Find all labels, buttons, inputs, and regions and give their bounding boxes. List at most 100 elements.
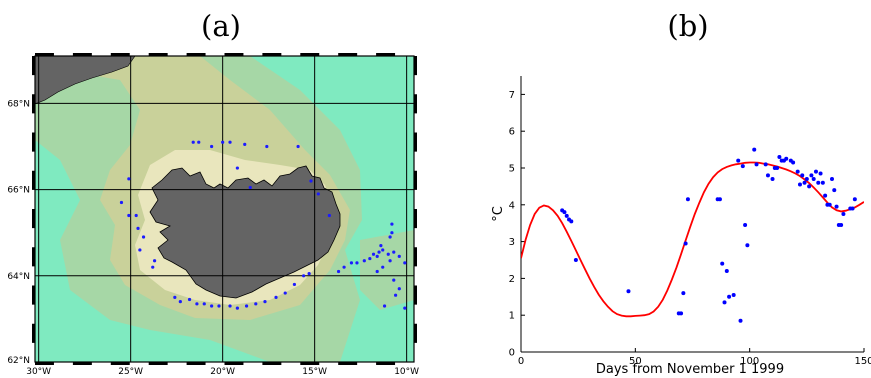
data-point [754,162,759,167]
lon-label: 30°W [26,367,51,377]
mid-water-east [360,230,414,310]
data-point [791,160,796,165]
frame-bar [35,53,54,56]
station-marker [375,254,379,259]
y-tick-label: 3 [509,237,515,248]
data-point [731,292,736,297]
station-marker [136,226,140,230]
frame-bar [262,53,282,56]
data-point [777,154,782,159]
data-point [745,243,750,248]
station-marker [336,269,341,274]
station-marker [397,287,401,291]
data-point [679,311,684,316]
y-tick-label: 1 [509,311,515,322]
panel-label-a: (a) [201,9,241,43]
data-point [816,180,821,185]
data-point [722,300,727,305]
data-point [834,204,839,209]
station-marker [138,248,142,252]
station-marker [381,265,385,269]
station-marker [362,259,366,263]
station-marker [228,304,232,308]
data-point [841,212,846,216]
data-point [727,294,732,299]
data-point [626,289,631,294]
data-point [564,213,569,218]
station-marker [307,272,311,276]
data-point [839,223,844,228]
frame-bar [110,362,130,365]
bathymetry-layer [35,56,414,362]
y-tick-label: 0 [509,348,515,359]
data-point [683,241,688,246]
data-point [827,202,832,207]
x-axis-label: Days from November 1 1999 [596,362,784,377]
data-point [765,173,770,178]
data-point [804,177,809,182]
station-marker [243,142,247,146]
frame-bar [414,285,417,305]
station-marker [397,254,401,259]
station-marker [173,295,177,299]
frame-bar [224,362,244,365]
station-marker [349,261,354,265]
station-marker [119,200,124,205]
data-point [775,166,780,170]
station-marker [403,306,407,310]
frame-bar [414,247,417,267]
station-marker [197,140,201,144]
data-point [800,173,805,178]
data-point [720,261,725,266]
chart-axes [520,76,865,353]
y-axis-label: °C [491,206,506,222]
fit-curve-group [521,161,864,318]
station-marker [368,256,372,261]
data-point [829,177,834,182]
data-point [763,162,768,167]
station-marker [390,222,394,226]
station-marker [292,282,297,287]
station-marker [195,302,199,306]
lon-label: 10°W [394,367,419,377]
y-tick-label: 7 [509,90,515,101]
station-marker [141,235,146,239]
station-marker [202,302,206,306]
y-tick-label: 2 [509,274,515,285]
station-marker [394,293,398,297]
data-point [811,177,816,182]
frame-bar [35,362,54,365]
station-marker [221,140,225,144]
frame-bar [186,53,206,56]
station-marker [302,274,306,278]
station-marker [390,231,394,235]
frame-bar [72,53,92,56]
station-marker [134,213,138,218]
station-marker [355,261,359,265]
data-point [743,223,748,228]
station-marker [127,213,131,218]
tick-labels: 0 50 100 150 0 1 2 3 4 5 6 7 [509,90,871,367]
data-point [752,147,757,152]
lat-label: 62°N [7,356,30,366]
greenland-land [35,56,136,105]
lon-label: 15°W [302,367,327,377]
frame-bar [32,285,35,305]
frame-bar [300,362,320,365]
data-point [802,180,807,185]
frame-bar [414,132,417,152]
data-point [784,156,789,161]
data-point [717,197,722,202]
y-tick-label: 4 [509,200,515,211]
data-point [736,158,741,163]
data-point [818,171,823,176]
station-marker [327,213,331,218]
lon-label: 25°W [118,367,143,377]
data-point [573,258,578,262]
station-marker [127,177,131,181]
station-marker [403,261,407,265]
station-marker [296,144,300,149]
station-marker [191,140,195,144]
station-marker [309,179,313,183]
frame-bar [148,362,168,365]
